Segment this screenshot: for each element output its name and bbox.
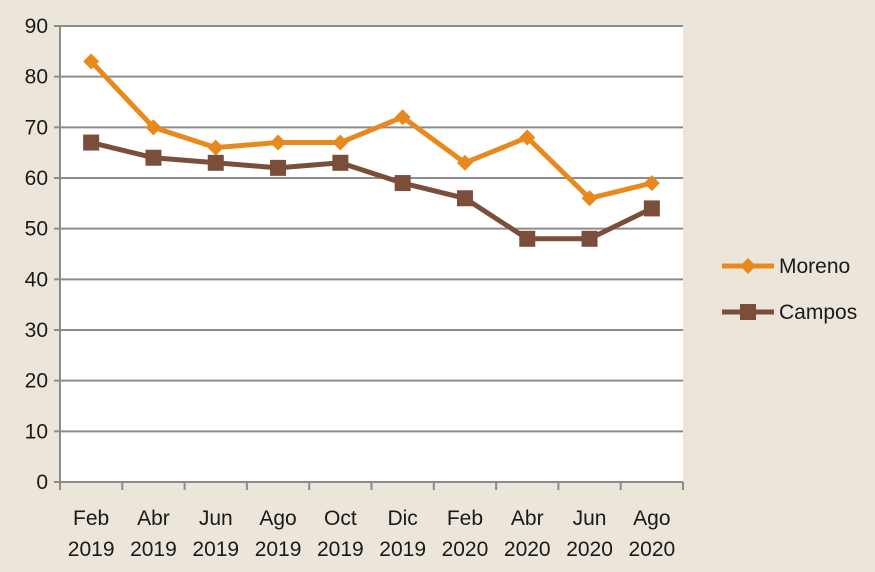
legend: Moreno Campos bbox=[722, 255, 857, 324]
data-point-moreno bbox=[332, 134, 349, 151]
x-tick-label: 2020 bbox=[442, 538, 489, 561]
x-tick-label: Oct bbox=[324, 507, 357, 530]
series-moreno bbox=[83, 53, 660, 207]
data-point-campos bbox=[394, 175, 411, 192]
legend-label-campos: Campos bbox=[779, 301, 857, 324]
y-tick-label: 0 bbox=[36, 471, 48, 494]
data-point-campos bbox=[519, 230, 536, 247]
data-point-moreno bbox=[643, 175, 660, 192]
series-line-moreno bbox=[88, 58, 655, 201]
data-point-moreno bbox=[83, 53, 100, 70]
data-point-campos bbox=[581, 230, 598, 247]
x-tick-label: 2019 bbox=[192, 538, 239, 561]
gridlines bbox=[60, 25, 683, 433]
series-campos bbox=[83, 134, 660, 247]
x-tick-label: Abr bbox=[137, 507, 170, 530]
y-tick-label: 20 bbox=[25, 370, 48, 393]
legend-item-moreno: Moreno bbox=[722, 255, 850, 278]
y-tick-label: 60 bbox=[25, 167, 48, 190]
x-tick-label: Ago bbox=[259, 507, 296, 530]
x-tick-label: Dic bbox=[387, 507, 417, 530]
data-point-campos bbox=[207, 154, 224, 171]
x-tick-label: 2019 bbox=[255, 538, 302, 561]
x-tick-label: 2019 bbox=[317, 538, 364, 561]
x-tick-label: 2019 bbox=[379, 538, 426, 561]
x-tick-labels: Feb 2019 Abr 2019 Jun 2019 Ago 2019 Oct 2019 Dic 20… bbox=[68, 507, 675, 561]
x-tick-label: Feb bbox=[447, 507, 483, 530]
y-tick-labels: 0 10 20 30 40 50 60 70 80 90 bbox=[25, 15, 48, 494]
y-tick-label: 80 bbox=[25, 66, 48, 89]
data-point-campos bbox=[332, 154, 349, 171]
y-tick-label: 70 bbox=[25, 116, 48, 139]
x-tick-label: 2019 bbox=[68, 538, 115, 561]
legend-swatch-marker bbox=[740, 258, 756, 274]
data-point-moreno bbox=[270, 134, 287, 151]
series-line-campos bbox=[88, 140, 655, 242]
data-point-moreno bbox=[456, 154, 473, 171]
x-tick-label: Ago bbox=[633, 507, 670, 530]
data-point-campos bbox=[83, 134, 100, 151]
y-tick-label: 50 bbox=[25, 218, 48, 241]
data-point-campos bbox=[145, 149, 162, 166]
legend-item-campos: Campos bbox=[722, 301, 857, 324]
data-point-moreno bbox=[581, 190, 598, 207]
legend-label-moreno: Moreno bbox=[779, 255, 850, 278]
data-point-campos bbox=[456, 190, 473, 207]
data-point-moreno bbox=[207, 139, 224, 156]
y-tick-label: 10 bbox=[25, 420, 48, 443]
series bbox=[83, 53, 660, 247]
x-tick-label: 2020 bbox=[628, 538, 675, 561]
y-tick-label: 40 bbox=[25, 268, 48, 291]
y-tick-label: 30 bbox=[25, 319, 48, 342]
x-tick-label: Feb bbox=[73, 507, 109, 530]
x-tick-label: 2020 bbox=[504, 538, 551, 561]
x-tick-label: Jun bbox=[573, 507, 607, 530]
data-point-moreno bbox=[519, 129, 536, 146]
data-point-campos bbox=[643, 200, 660, 217]
data-point-moreno bbox=[394, 109, 411, 126]
x-tick-label: Jun bbox=[199, 507, 233, 530]
x-tick-label: 2020 bbox=[566, 538, 613, 561]
legend-swatch-marker bbox=[740, 304, 756, 320]
axes bbox=[54, 25, 684, 490]
x-tick-label: Abr bbox=[511, 507, 544, 530]
data-point-moreno bbox=[145, 119, 162, 136]
x-tick-label: 2019 bbox=[130, 538, 177, 561]
plot-area bbox=[60, 26, 683, 482]
data-point-campos bbox=[270, 159, 287, 176]
y-tick-label: 90 bbox=[25, 15, 48, 38]
